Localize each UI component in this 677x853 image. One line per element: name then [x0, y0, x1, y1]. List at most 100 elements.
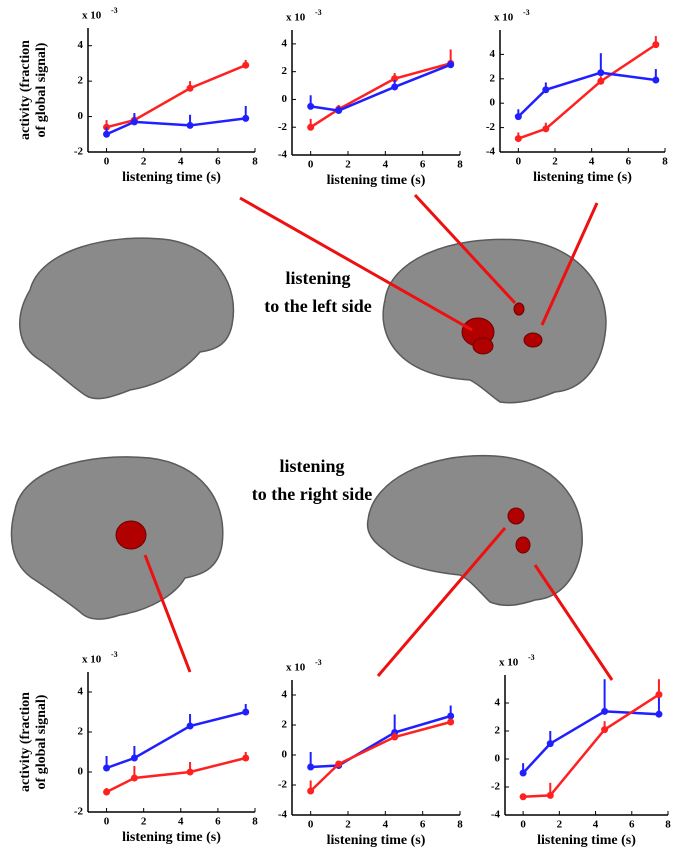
connectors	[143, 193, 614, 681]
data-point	[103, 788, 111, 796]
y-tick-label: 0	[490, 97, 496, 109]
y-axis-label: activity (fraction	[18, 40, 33, 140]
y-tick-label: 2	[78, 726, 84, 738]
y-tick-label: 0	[78, 110, 84, 122]
panel: -2 0 2 4 0 2 4 6 8 listening time (s) x 10 -3 activi…	[18, 650, 258, 845]
scale-exponent: -3	[315, 8, 322, 17]
x-tick-label: 2	[557, 819, 563, 831]
data-point	[130, 774, 138, 782]
x-tick-label: 2	[345, 819, 351, 831]
panel: -2 0 2 4 0 2 4 6 8 listening time (s) x 10 -3 activi…	[18, 6, 258, 185]
data-point	[652, 76, 660, 84]
scale-label: x 10	[499, 657, 519, 669]
data-point	[242, 708, 250, 716]
data-point	[186, 121, 194, 129]
x-tick-label: 4	[178, 156, 184, 168]
y-tick-label: 2	[495, 725, 501, 737]
data-point	[103, 130, 111, 138]
y-tick-label: -2	[278, 779, 288, 791]
data-point	[130, 754, 138, 762]
scale-exponent: -3	[523, 8, 530, 17]
x-tick-label: 8	[662, 156, 668, 168]
y-tick-label: -2	[278, 121, 288, 133]
data-point	[519, 793, 527, 801]
x-tick-label: 6	[215, 816, 221, 828]
activation-blob	[523, 332, 543, 348]
scale-exponent: -3	[111, 6, 118, 15]
y-tick-label: -2	[491, 781, 501, 793]
y-tick-label: -2	[486, 121, 496, 133]
connector	[540, 202, 599, 326]
y-tick-label: 0	[282, 749, 288, 761]
data-point	[335, 107, 343, 115]
x-tick-label: 6	[626, 156, 632, 168]
x-tick-label: 0	[516, 156, 522, 168]
x-tick-label: 4	[593, 819, 599, 831]
data-point	[242, 754, 250, 762]
data-point	[514, 135, 522, 143]
x-tick-label: 0	[308, 159, 314, 171]
activation-blob	[115, 520, 147, 550]
series-line	[309, 62, 451, 129]
data-point	[307, 102, 315, 110]
annotation: listening	[279, 456, 344, 476]
x-tick-label: 0	[104, 156, 110, 168]
connector	[239, 196, 473, 332]
y-tick-label: 0	[78, 766, 84, 778]
data-point	[242, 114, 250, 122]
data-point	[546, 791, 554, 799]
data-point	[186, 84, 194, 92]
x-tick-label: 6	[629, 819, 635, 831]
data-point	[519, 769, 527, 777]
x-tick-label: 0	[520, 819, 526, 831]
data-point	[307, 763, 315, 771]
brain	[382, 238, 607, 404]
scale-label: x 10	[82, 654, 102, 666]
series-line	[106, 117, 246, 136]
y-tick-label: 4	[495, 697, 501, 709]
x-axis-label: listening time (s)	[327, 833, 426, 848]
x-tick-label: 2	[552, 156, 558, 168]
panel: -4 -2 0 2 4 0 2 4 6 8 listening time (s) x 10 -3	[491, 653, 671, 848]
scale-exponent: -3	[528, 653, 535, 662]
connector	[376, 527, 507, 677]
y-axis-label: activity (fraction	[18, 692, 33, 792]
annotation: listening	[285, 268, 350, 288]
annotation: to the left side	[264, 296, 371, 316]
data-point	[514, 113, 522, 121]
x-axis-label: listening time (s)	[122, 170, 221, 185]
data-point	[391, 75, 399, 83]
x-axis-label: listening time (s)	[533, 170, 632, 185]
series-line	[310, 714, 452, 769]
x-tick-label: 8	[252, 816, 258, 828]
activation-blob	[507, 507, 525, 525]
data-point	[307, 123, 315, 131]
x-tick-label: 6	[420, 819, 426, 831]
series-line	[517, 71, 656, 118]
x-tick-label: 4	[383, 819, 389, 831]
y-tick-label: 0	[495, 753, 501, 765]
annotation: to the right side	[252, 484, 373, 504]
data-point	[242, 61, 250, 69]
y-tick-label: 4	[78, 39, 84, 51]
data-point	[130, 118, 138, 126]
panel: -4 -2 0 2 4 0 2 4 6 8 listening time (s) x 10 -3	[278, 8, 463, 188]
x-tick-label: 4	[383, 159, 389, 171]
data-point	[597, 69, 605, 77]
x-tick-label: 2	[141, 816, 147, 828]
y-tick-label: 4	[282, 37, 288, 49]
y-tick-label: 4	[490, 48, 496, 60]
x-tick-label: 6	[215, 156, 221, 168]
series-line	[309, 720, 451, 792]
data-point	[597, 77, 605, 85]
x-tick-label: 0	[308, 819, 314, 831]
scale-label: x 10	[286, 12, 306, 24]
y-tick-label: 2	[78, 75, 84, 87]
y-tick-label: -4	[278, 809, 288, 821]
activation-blob	[515, 536, 531, 554]
y-tick-label: 2	[282, 719, 288, 731]
x-tick-label: 0	[104, 816, 110, 828]
data-point	[186, 722, 194, 730]
connector	[413, 193, 517, 305]
